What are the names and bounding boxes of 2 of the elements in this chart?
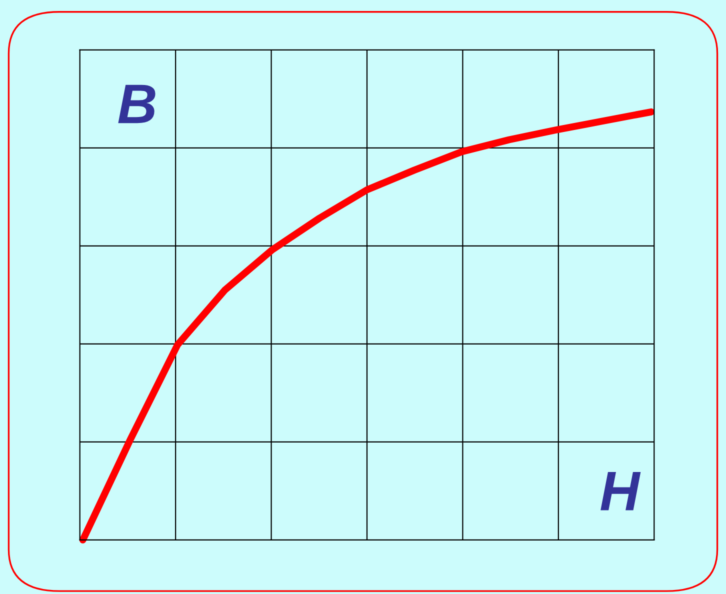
x-axis-title: H — [600, 472, 641, 510]
y-axis-title: B — [118, 84, 156, 124]
